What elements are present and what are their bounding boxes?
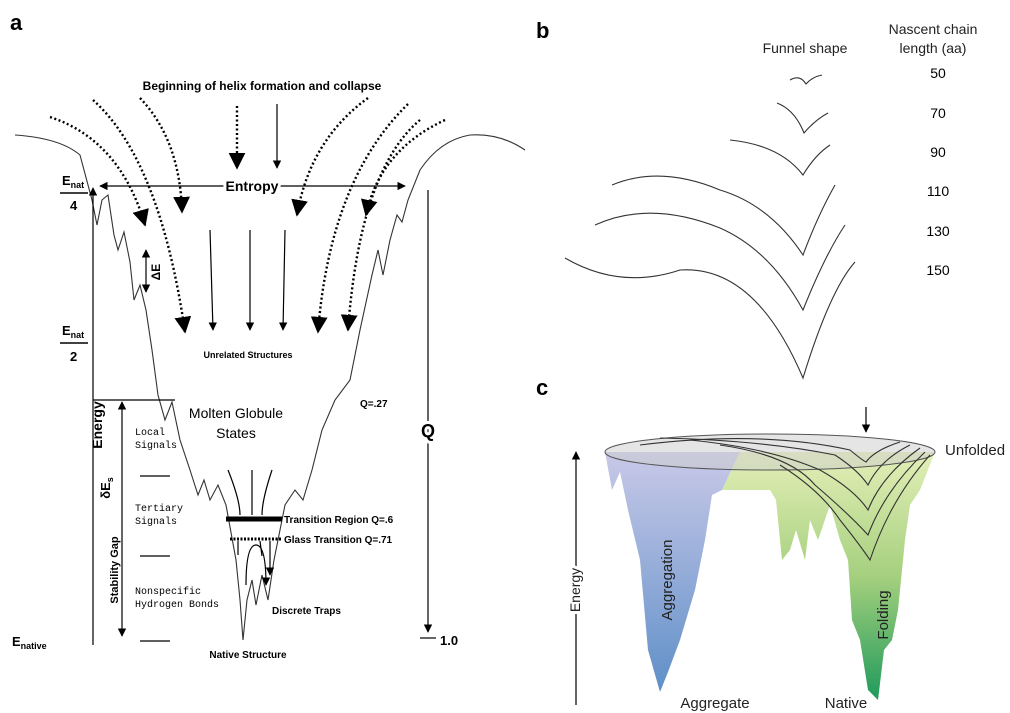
e-nat-quarter-denominator: 4 [70,198,78,213]
panel-label: b [536,18,549,43]
e-nat-half: Enat [62,323,84,340]
unrelated-structures: Unrelated Structures [203,350,292,360]
stability-gap: Stability Gap [109,536,121,604]
aggregate: Aggregate [680,695,749,712]
title: Beginning of helix formation and collaps… [143,79,382,93]
panel-label: c [536,375,548,400]
q-end: 1.0 [440,633,458,648]
delta-es: δEs [98,477,115,499]
e-nat-quarter: Enat [62,173,84,190]
length: 130 [926,223,950,239]
signals: Local [135,427,165,439]
molten-globule: States [216,425,256,441]
panel-label: a [10,10,23,35]
native-structure: Native Structure [209,650,287,661]
native: Native [825,695,868,712]
q-label: Q [421,421,435,441]
signals: Signals [135,440,177,452]
solid-arrows [208,104,288,331]
signals: Tertiary [135,503,183,515]
unfolded-disc [604,433,936,471]
folding-basin [722,452,935,700]
funnel-shape: Funnel shape [763,40,848,56]
delta-e: ΔE [149,264,163,281]
contours [639,437,931,562]
e-nat-half-denominator: 2 [70,349,77,364]
e-native: Enative [12,634,47,651]
energy-label: Energy [567,568,583,612]
signals: Signals [135,516,177,528]
funnels [564,74,856,380]
length: 50 [930,65,946,81]
length: 110 [927,183,950,199]
landscape [14,134,526,641]
molten-globule: Molten Globule [189,405,283,421]
signals: Hydrogen Bonds [135,599,219,611]
length-header: Nascent chain [889,21,978,37]
folding: Folding [875,590,892,639]
aggregation-basin [605,452,740,692]
panel-c: c ​ Energy Unfolded Aggregation Folding … [536,375,1005,712]
panel-a: a Beginning of helix formation and colla… [10,10,526,661]
glass-transition: Glass Transition Q=.71 [284,535,393,546]
aggregation: Aggregation [659,540,676,621]
length: 150 [926,262,950,278]
panel-b: b Funnel shape Nascent chain length (aa)… [536,18,978,380]
signals: Nonspecific [135,586,201,598]
energy-label: Energy [89,401,105,449]
unfolded: Unfolded [945,442,1005,459]
q-27: Q=.27 [360,399,388,410]
entropy-label: Entropy [226,178,279,194]
length: 90 [930,144,946,160]
length: 70 [930,105,946,121]
discrete-traps: Discrete Traps [272,606,341,617]
length-header: length (aa) [900,40,967,56]
dotted-arrows [49,97,446,334]
transition-region: Transition Region Q=.6 [284,515,394,526]
